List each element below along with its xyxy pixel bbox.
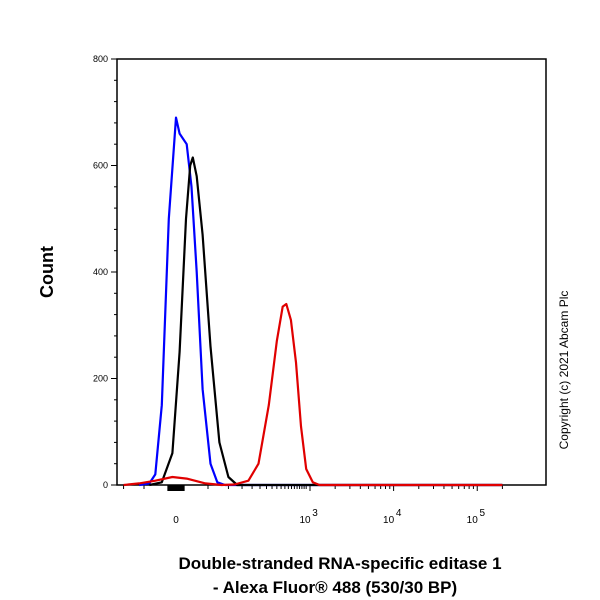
copyright-annotation: Copyright (c) 2021 Abcam Plc [557, 291, 571, 450]
x-tick-label: 0 [173, 515, 179, 526]
x-tick-exponent: 3 [312, 508, 318, 519]
x-axis-label-line2: - Alexa Fluor® 488 (530/30 BP) [213, 578, 457, 597]
histogram-line [123, 302, 503, 487]
y-tick-label: 800 [93, 54, 108, 64]
x-axis-label-line1: Double-stranded RNA-specific editase 1 [178, 554, 501, 573]
y-axis-label: Count [37, 246, 57, 298]
y-tick-label: 200 [93, 374, 108, 384]
plot-area [116, 58, 547, 486]
y-tick-label: 400 [93, 267, 108, 277]
x-tick-label: 10 [299, 515, 311, 526]
series-layer [123, 116, 503, 487]
x-tick-exponent: 5 [479, 508, 485, 519]
x-tick-exponent: 4 [396, 508, 402, 519]
x-tick-label: 10 [467, 515, 479, 526]
x-zero-band [167, 485, 185, 491]
y-axis: 0 200 400 600 800 [93, 54, 117, 490]
histogram-line [138, 116, 503, 487]
histogram-line [149, 156, 503, 487]
x-tick-label: 10 [383, 515, 395, 526]
y-tick-label: 600 [93, 161, 108, 171]
y-tick-label: 0 [103, 480, 108, 490]
